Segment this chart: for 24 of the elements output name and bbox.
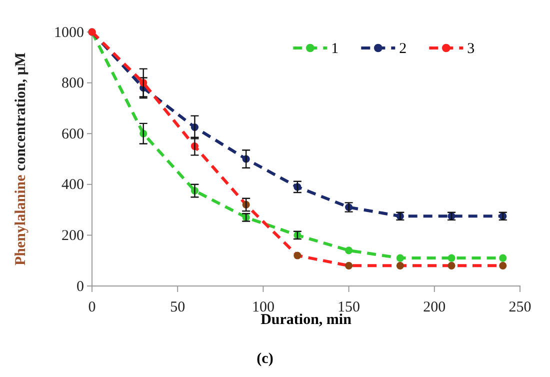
point (396, 262, 404, 270)
x-tick-label: 50 (170, 300, 186, 316)
y-tick-label: 0 (76, 278, 84, 295)
point (499, 262, 507, 270)
legend-label: 3 (467, 41, 475, 57)
x-tick-label: 0 (88, 300, 96, 316)
legend-label: 1 (331, 41, 339, 57)
point (345, 262, 353, 270)
y-tick-label: 400 (62, 177, 84, 194)
point (396, 254, 404, 262)
point (294, 252, 302, 260)
y-tick-label: 200 (62, 228, 84, 244)
x-tick-label: 200 (423, 300, 446, 316)
point (448, 262, 456, 270)
y-tick-label: 800 (62, 76, 84, 92)
y-tick-label: 1000 (54, 24, 84, 41)
y-tick-label: 600 (62, 126, 84, 142)
point (448, 254, 456, 262)
y-axis-title: Phenylalanine concentration, μM (13, 52, 29, 266)
x-tick-label: 250 (508, 300, 532, 316)
legend-label: 2 (399, 41, 407, 57)
point (499, 254, 507, 262)
point (345, 246, 353, 254)
text: (c) (256, 351, 274, 367)
